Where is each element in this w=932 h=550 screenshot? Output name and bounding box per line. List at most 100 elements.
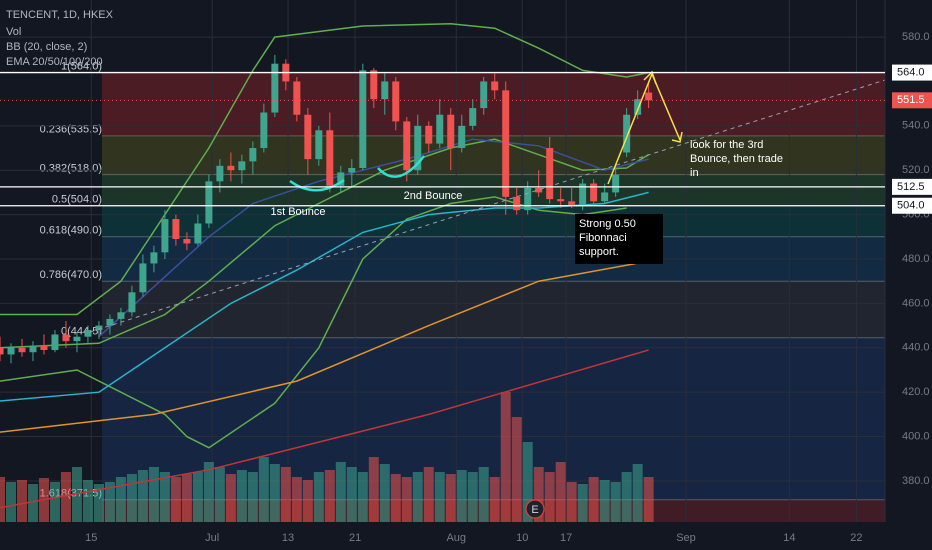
x-tick-label: 14 <box>783 532 795 544</box>
candle-body <box>601 192 609 202</box>
fib-band <box>102 281 885 338</box>
candle-body <box>436 114 444 144</box>
volume-bar <box>236 470 247 522</box>
annotation-text: Bounce, then trade <box>690 153 783 165</box>
candle-body <box>95 325 103 331</box>
candle-body <box>348 168 356 173</box>
volume-bar <box>500 392 511 522</box>
volume-bar <box>313 472 324 522</box>
candle-body <box>480 81 488 109</box>
volume-bar <box>544 472 555 522</box>
volume-bar <box>93 484 104 522</box>
candle-body <box>40 345 48 350</box>
volume-bar <box>71 467 82 522</box>
price-label-box <box>892 197 932 214</box>
x-tick-label: 15 <box>85 532 97 544</box>
price-axis <box>885 0 932 550</box>
candle-body <box>194 223 202 244</box>
x-tick-label: 17 <box>560 532 572 544</box>
volume-bar <box>170 477 181 522</box>
volume-bar <box>225 474 236 522</box>
candle-body <box>535 187 543 193</box>
x-tick-label: 22 <box>850 532 862 544</box>
time-axis <box>0 522 932 550</box>
volume-bar <box>126 474 137 522</box>
volume-bar <box>368 457 379 522</box>
candle-body <box>18 347 26 353</box>
price-label: 551.5 <box>897 94 925 106</box>
candle-body <box>447 114 455 149</box>
annotation-text: Strong 0.50 <box>579 218 636 230</box>
candle-body <box>150 252 158 264</box>
volume-bar <box>49 482 60 522</box>
volume-bar <box>335 462 346 522</box>
candle-body <box>172 219 180 240</box>
fib-band <box>102 337 885 500</box>
y-tick-label: 400.0 <box>902 430 930 442</box>
candle-body <box>403 121 411 171</box>
volume-bar <box>5 482 16 522</box>
candle-body <box>29 345 37 353</box>
fib-label: 0.786(470.0) <box>40 269 102 281</box>
y-tick-label: 520.0 <box>902 164 930 176</box>
candle-body <box>183 239 191 244</box>
candle-body <box>205 181 213 224</box>
volume-bar <box>192 472 203 522</box>
candle-body <box>84 330 92 337</box>
candle-body <box>381 81 389 100</box>
price-label: 564.0 <box>897 66 925 78</box>
candle-body <box>425 125 433 144</box>
candle-body <box>502 90 510 197</box>
volume-bar <box>489 477 500 522</box>
volume-bar <box>522 442 533 522</box>
price-label: 504.0 <box>897 200 925 212</box>
annotation-box <box>575 214 663 264</box>
volume-bar <box>632 464 643 522</box>
candle-body <box>557 199 565 202</box>
candle-body <box>238 161 246 171</box>
candle-body <box>62 334 70 342</box>
price-label-box <box>892 64 932 81</box>
candle-body <box>469 108 477 126</box>
bounce-curve <box>289 178 345 192</box>
indicator-label: EMA 20/50/100/200 <box>6 56 103 68</box>
volume-bar <box>269 464 280 522</box>
volume-bar <box>82 480 93 522</box>
fib-label: 0.236(535.5) <box>40 124 102 136</box>
candle-body <box>106 318 114 326</box>
candle-body <box>645 92 653 101</box>
annotation-text: in <box>690 167 699 179</box>
fib-band <box>102 174 885 206</box>
candle-body <box>128 292 136 313</box>
candle-body <box>612 174 620 193</box>
candle-body <box>392 81 400 122</box>
candle-body <box>260 112 268 149</box>
x-tick-label: Sep <box>676 532 696 544</box>
volume-bar <box>258 457 269 522</box>
volume-bar <box>214 467 225 522</box>
candle-body <box>139 263 147 293</box>
candle-body <box>293 81 301 115</box>
volume-bar <box>16 480 27 522</box>
candle-body <box>227 165 235 171</box>
y-tick-label: 540.0 <box>902 120 930 132</box>
candle-body <box>0 347 4 355</box>
candle-body <box>370 70 378 100</box>
candle-body <box>491 81 499 91</box>
volume-bar <box>577 484 588 522</box>
price-label-box <box>892 92 932 109</box>
volume-bar <box>60 472 71 522</box>
chart-title: TENCENT, 1D, HKEX <box>6 9 114 21</box>
candle-body <box>326 130 334 186</box>
candle-body <box>623 114 631 153</box>
volume-bar <box>115 477 126 522</box>
candle-body <box>304 114 312 160</box>
candle-body <box>513 196 521 211</box>
volume-bar <box>247 472 258 522</box>
x-tick-label: Jul <box>205 532 219 544</box>
x-tick-label: 21 <box>349 532 361 544</box>
indicator-line <box>0 22 649 316</box>
